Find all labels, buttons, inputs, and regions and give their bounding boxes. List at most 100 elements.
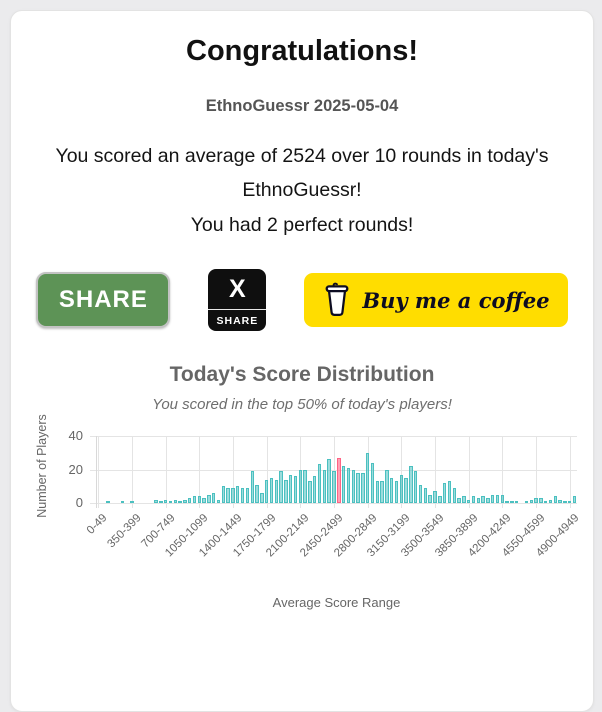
histogram-bar <box>130 501 134 503</box>
histogram-bar <box>390 477 394 503</box>
histogram-bar <box>534 497 538 503</box>
histogram-bar <box>452 487 456 503</box>
y-tick-label: 20 <box>68 461 83 477</box>
histogram-bar <box>428 494 432 503</box>
histogram-bar <box>207 494 211 503</box>
histogram-bar <box>380 481 384 503</box>
histogram-bar <box>365 452 370 503</box>
x-share-button[interactable]: X SHARE <box>208 269 267 331</box>
histogram-bar <box>192 496 197 503</box>
histogram-bar <box>187 497 192 503</box>
histogram-bar <box>346 467 351 503</box>
histogram-bar <box>293 476 298 503</box>
histogram-bar <box>308 481 312 503</box>
histogram-bar <box>255 484 259 503</box>
buy-me-a-coffee-button[interactable]: Buy me a coffee <box>304 273 568 327</box>
histogram-bar <box>202 497 206 503</box>
histogram-bar <box>284 479 288 503</box>
histogram-bar <box>221 486 226 503</box>
histogram-bar <box>515 501 519 503</box>
histogram-bar <box>212 492 216 503</box>
histogram-bar <box>197 496 202 503</box>
histogram-bar <box>245 487 250 503</box>
histogram-bar <box>399 474 404 503</box>
y-axis-line <box>96 436 97 508</box>
x-tick-label: 0-49 <box>85 512 110 537</box>
coffee-cup-icon <box>322 282 352 318</box>
histogram-bar <box>313 476 317 503</box>
histogram-bar <box>505 501 509 503</box>
x-gridline <box>199 436 201 508</box>
buy-me-a-coffee-label: Buy me a coffee <box>362 287 550 313</box>
x-gridline <box>165 436 167 508</box>
histogram-bar <box>370 462 375 503</box>
histogram-bar <box>442 482 447 503</box>
histogram-bar <box>236 486 240 503</box>
histogram-bar <box>510 501 514 503</box>
histogram-bar <box>553 496 557 503</box>
perfect-rounds-text: You had 2 perfect rounds! <box>190 214 414 236</box>
game-date-subtitle: EthnoGuessr 2025-05-04 <box>205 97 399 115</box>
x-tick-label: 350-399 <box>105 512 144 551</box>
histogram-bar <box>168 501 173 503</box>
histogram-bar <box>303 469 307 503</box>
score-distribution-chart: Number of Players 0 20 40 0-49 350-399 700-74… <box>11 414 593 634</box>
histogram-bar <box>529 499 533 503</box>
y-gridline <box>90 436 577 437</box>
user-score-bar <box>337 457 341 503</box>
histogram-bar <box>226 487 230 503</box>
histogram-bar <box>279 471 283 503</box>
histogram-bar <box>486 497 490 503</box>
histogram-bar <box>289 474 293 503</box>
histogram-bar <box>250 471 254 503</box>
chart-subtitle: You scored in the top 50% of today's pla… <box>152 396 452 413</box>
x-gridline <box>98 436 100 508</box>
histogram-bar <box>154 499 158 503</box>
histogram-bar <box>178 501 182 503</box>
histogram-bar <box>433 491 437 503</box>
histogram-bar <box>351 469 355 503</box>
histogram-bar <box>106 501 110 503</box>
histogram-bar <box>572 496 577 503</box>
x-axis-label: Average Score Range <box>272 595 401 610</box>
histogram-bar <box>216 499 221 503</box>
x-gridline <box>536 436 538 508</box>
results-card: Congratulations! EthnoGuessr 2025-05-04 … <box>10 10 594 712</box>
histogram-bar <box>457 497 461 503</box>
histogram-bar <box>375 481 379 503</box>
histogram-bar <box>491 494 495 503</box>
histogram-bar <box>558 499 562 503</box>
histogram-bar <box>240 487 245 503</box>
histogram-bar <box>385 469 389 503</box>
histogram-bar <box>231 487 235 503</box>
histogram-bar <box>548 499 553 503</box>
y-tick-label: 0 <box>75 495 83 510</box>
histogram-bar <box>317 464 322 503</box>
y-tick-label: 40 <box>68 428 83 443</box>
x-gridline <box>569 436 571 508</box>
x-logo-icon: X <box>229 274 246 303</box>
histogram-bar <box>466 499 471 503</box>
x-gridline <box>468 436 470 508</box>
histogram-bar <box>260 492 264 503</box>
histogram-bar <box>183 499 187 503</box>
x-gridline <box>132 436 134 508</box>
histogram-bar <box>332 471 336 503</box>
share-button[interactable]: SHARE <box>36 272 171 328</box>
x-gridline <box>266 436 268 508</box>
histogram-bar <box>409 466 413 503</box>
page-title: Congratulations! <box>186 35 418 67</box>
x-gridline <box>502 436 504 508</box>
x-gridline <box>435 436 437 508</box>
x-gridline <box>401 436 403 508</box>
chart-title: Today's Score Distribution <box>169 363 435 386</box>
histogram-bar <box>524 501 529 503</box>
histogram-bar <box>159 501 163 503</box>
histogram-bar <box>298 469 303 503</box>
histogram-bar <box>163 499 168 503</box>
histogram-bar <box>481 496 485 503</box>
histogram-bar <box>414 471 418 503</box>
histogram-bar <box>471 496 476 503</box>
histogram-bar <box>361 472 365 503</box>
histogram-bar <box>274 479 278 503</box>
